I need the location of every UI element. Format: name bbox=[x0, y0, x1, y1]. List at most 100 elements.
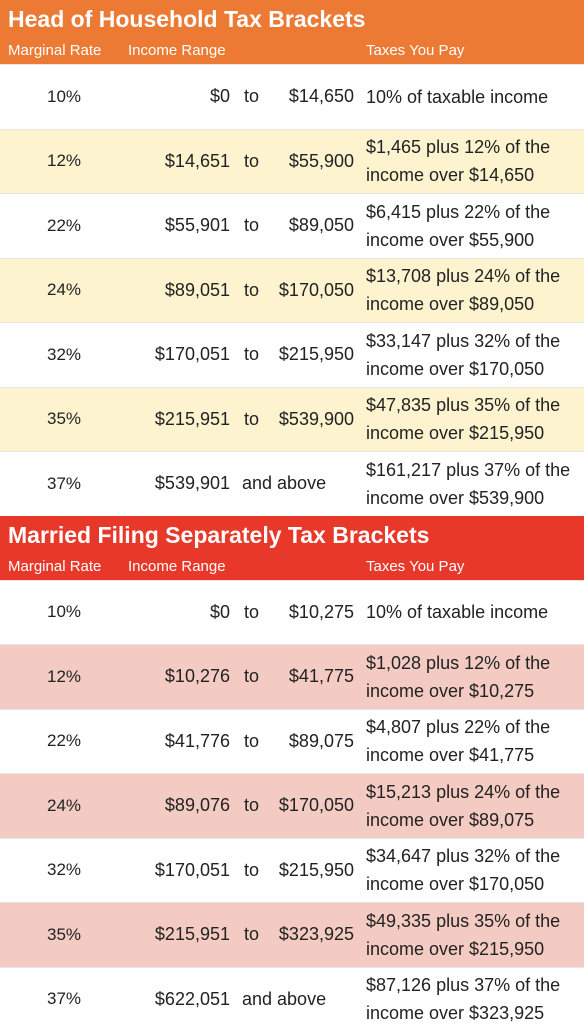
income-high-cell: $89,075 bbox=[288, 730, 354, 751]
taxes-line-1: $49,335 plus 35% of the bbox=[366, 910, 561, 931]
income-low-cell: $215,951 bbox=[154, 924, 230, 945]
taxes-line-2: income over $170,050 bbox=[366, 874, 545, 895]
table-row: 12% $10,276 to $41,775 $1,028 plus 12% of th… bbox=[0, 644, 584, 709]
income-high-cell: $215,950 bbox=[278, 344, 354, 365]
income-high-cell: $170,050 bbox=[278, 795, 354, 816]
taxes-cell: 10% of taxable income bbox=[366, 65, 548, 129]
taxes-cell: $1,465 plus 12% of the income over $14,65… bbox=[366, 130, 550, 194]
table-row: 22% $41,776 to $89,075 $4,807 plus 22% of th… bbox=[0, 708, 584, 774]
taxes-line-2: income over $215,950 bbox=[366, 938, 545, 959]
column-header-rate: Marginal Rate bbox=[8, 557, 102, 575]
rate-cell: 35% bbox=[46, 409, 82, 429]
income-low-cell: $89,076 bbox=[164, 795, 230, 816]
column-header-rate: Marginal Rate bbox=[8, 42, 102, 59]
income-low-cell: $215,951 bbox=[154, 408, 230, 429]
taxes-line-1: $1,028 plus 12% of the bbox=[366, 652, 551, 673]
table-row: 24% $89,076 to $170,050 $15,213 plus 24% of … bbox=[0, 773, 584, 838]
rate-cell: 22% bbox=[46, 215, 82, 235]
income-high-cell: $10,275 bbox=[288, 601, 354, 622]
rate-cell: 12% bbox=[46, 151, 82, 171]
taxes-cell: $87,126 plus 37% of the income over $323,… bbox=[366, 968, 560, 1032]
taxes-cell: $15,213 plus 24% of the income over $89,0… bbox=[366, 774, 560, 838]
rate-cell: 24% bbox=[46, 280, 82, 300]
range-separator: to bbox=[244, 150, 260, 171]
taxes-line-2: income over $170,050 bbox=[366, 358, 545, 379]
income-low-cell: $89,051 bbox=[164, 279, 230, 300]
taxes-line-1: $6,415 plus 22% of the bbox=[366, 201, 551, 222]
mfs-section: Married Filing Separately Tax Brackets M… bbox=[0, 515, 584, 1032]
income-high-cell: $89,050 bbox=[288, 215, 354, 236]
mfs-column-headers: Marginal Rate Income Range Taxes You Pay bbox=[0, 553, 584, 580]
hoh-title: Head of Household Tax Brackets bbox=[0, 0, 584, 38]
taxes-line-2: income over $89,050 bbox=[366, 294, 535, 315]
taxes-line-2: income over $14,650 bbox=[366, 165, 535, 186]
taxes-line-1: $47,835 plus 35% of the bbox=[366, 395, 561, 416]
rate-cell: 10% bbox=[46, 86, 82, 106]
income-high-cell: $170,050 bbox=[278, 279, 354, 300]
income-low-cell: $14,651 bbox=[164, 150, 230, 171]
hoh-section: Head of Household Tax Brackets Marginal … bbox=[0, 0, 584, 516]
table-row: 10% $0 to $14,650 10% of taxable income bbox=[0, 64, 584, 129]
taxes-cell: $49,335 plus 35% of the income over $215,… bbox=[366, 903, 560, 967]
rate-cell: 10% bbox=[46, 602, 82, 622]
taxes-line-1: $15,213 plus 24% of the bbox=[366, 781, 561, 802]
income-low-cell: $41,776 bbox=[164, 730, 230, 751]
range-separator: to bbox=[244, 795, 260, 816]
taxes-line-2: income over $55,900 bbox=[366, 229, 535, 250]
table-row: 10% $0 to $10,275 10% of taxable income bbox=[0, 579, 584, 645]
range-separator: to bbox=[244, 279, 260, 300]
table-row: 32% $170,051 to $215,950 $33,147 plus 32% of… bbox=[0, 322, 584, 387]
taxes-line-2: income over $10,275 bbox=[366, 680, 535, 701]
taxes-cell: 10% of taxable income bbox=[366, 581, 548, 645]
taxes-cell: $13,708 plus 24% of the income over $89,0… bbox=[366, 259, 560, 323]
taxes-line-2: income over $323,925 bbox=[366, 1003, 545, 1024]
hoh-column-headers: Marginal Rate Income Range Taxes You Pay bbox=[0, 38, 584, 64]
rate-cell: 35% bbox=[46, 924, 82, 944]
column-header-range: Income Range bbox=[128, 42, 226, 59]
table-row: 37% $622,051 and above $87,126 plus 37% of … bbox=[0, 966, 584, 1032]
taxes-cell: $47,835 plus 35% of the income over $215,… bbox=[366, 388, 560, 452]
table-row: 24% $89,051 to $170,050 $13,708 plus 24% of … bbox=[0, 257, 584, 323]
taxes-line-1: 10% of taxable income bbox=[366, 86, 549, 107]
taxes-cell: $1,028 plus 12% of the income over $10,27… bbox=[366, 645, 550, 709]
income-high-cell: $55,900 bbox=[288, 150, 354, 171]
range-and-above: and above bbox=[242, 473, 327, 494]
range-separator: to bbox=[244, 86, 260, 107]
table-row: 37% $539,901 and above $161,217 plus 37% of… bbox=[0, 451, 584, 516]
rate-cell: 32% bbox=[46, 344, 82, 364]
taxes-line-1: $4,807 plus 22% of the bbox=[366, 717, 551, 738]
hoh-rows: 10% $0 to $14,650 10% of taxable income 12% $1… bbox=[0, 64, 584, 516]
taxes-line-1: $34,647 plus 32% of the bbox=[366, 846, 561, 867]
mfs-title: Married Filing Separately Tax Brackets bbox=[0, 515, 584, 554]
range-separator: to bbox=[244, 859, 260, 880]
income-low-cell: $0 bbox=[209, 86, 230, 107]
table-row: 12% $14,651 to $55,900 $1,465 plus 12% of th… bbox=[0, 128, 584, 194]
column-header-taxes: Taxes You Pay bbox=[366, 42, 465, 59]
taxes-cell: $4,807 plus 22% of the income over $41,77… bbox=[366, 710, 550, 774]
taxes-line-1: 10% of taxable income bbox=[366, 602, 549, 623]
income-high-cell: $323,925 bbox=[278, 924, 354, 945]
taxes-line-2: income over $215,950 bbox=[366, 423, 545, 444]
taxes-cell: $34,647 plus 32% of the income over $170,… bbox=[366, 839, 560, 903]
mfs-rows: 10% $0 to $10,275 10% of taxable income 12% $1… bbox=[0, 579, 584, 1032]
income-high-cell: $41,775 bbox=[288, 666, 354, 687]
taxes-line-1: $1,465 plus 12% of the bbox=[366, 137, 551, 158]
taxes-cell: $161,217 plus 37% of the income over $539… bbox=[366, 452, 570, 516]
taxes-line-2: income over $41,775 bbox=[366, 745, 535, 766]
range-separator: to bbox=[244, 408, 260, 429]
taxes-line-1: $33,147 plus 32% of the bbox=[366, 330, 561, 351]
income-low-cell: $10,276 bbox=[164, 666, 230, 687]
income-high-cell: $539,900 bbox=[278, 408, 354, 429]
taxes-line-1: $161,217 plus 37% of the bbox=[366, 459, 571, 480]
column-header-taxes: Taxes You Pay bbox=[366, 557, 465, 575]
rate-cell: 22% bbox=[46, 731, 82, 751]
rate-cell: 32% bbox=[46, 860, 82, 880]
income-low-cell: $170,051 bbox=[154, 859, 230, 880]
range-separator: to bbox=[244, 344, 260, 365]
rate-cell: 37% bbox=[46, 473, 82, 493]
range-separator: to bbox=[244, 215, 260, 236]
taxes-cell: $33,147 plus 32% of the income over $170,… bbox=[366, 323, 560, 387]
taxes-line-1: $87,126 plus 37% of the bbox=[366, 975, 561, 996]
range-separator: to bbox=[244, 924, 260, 945]
range-separator: to bbox=[244, 601, 260, 622]
